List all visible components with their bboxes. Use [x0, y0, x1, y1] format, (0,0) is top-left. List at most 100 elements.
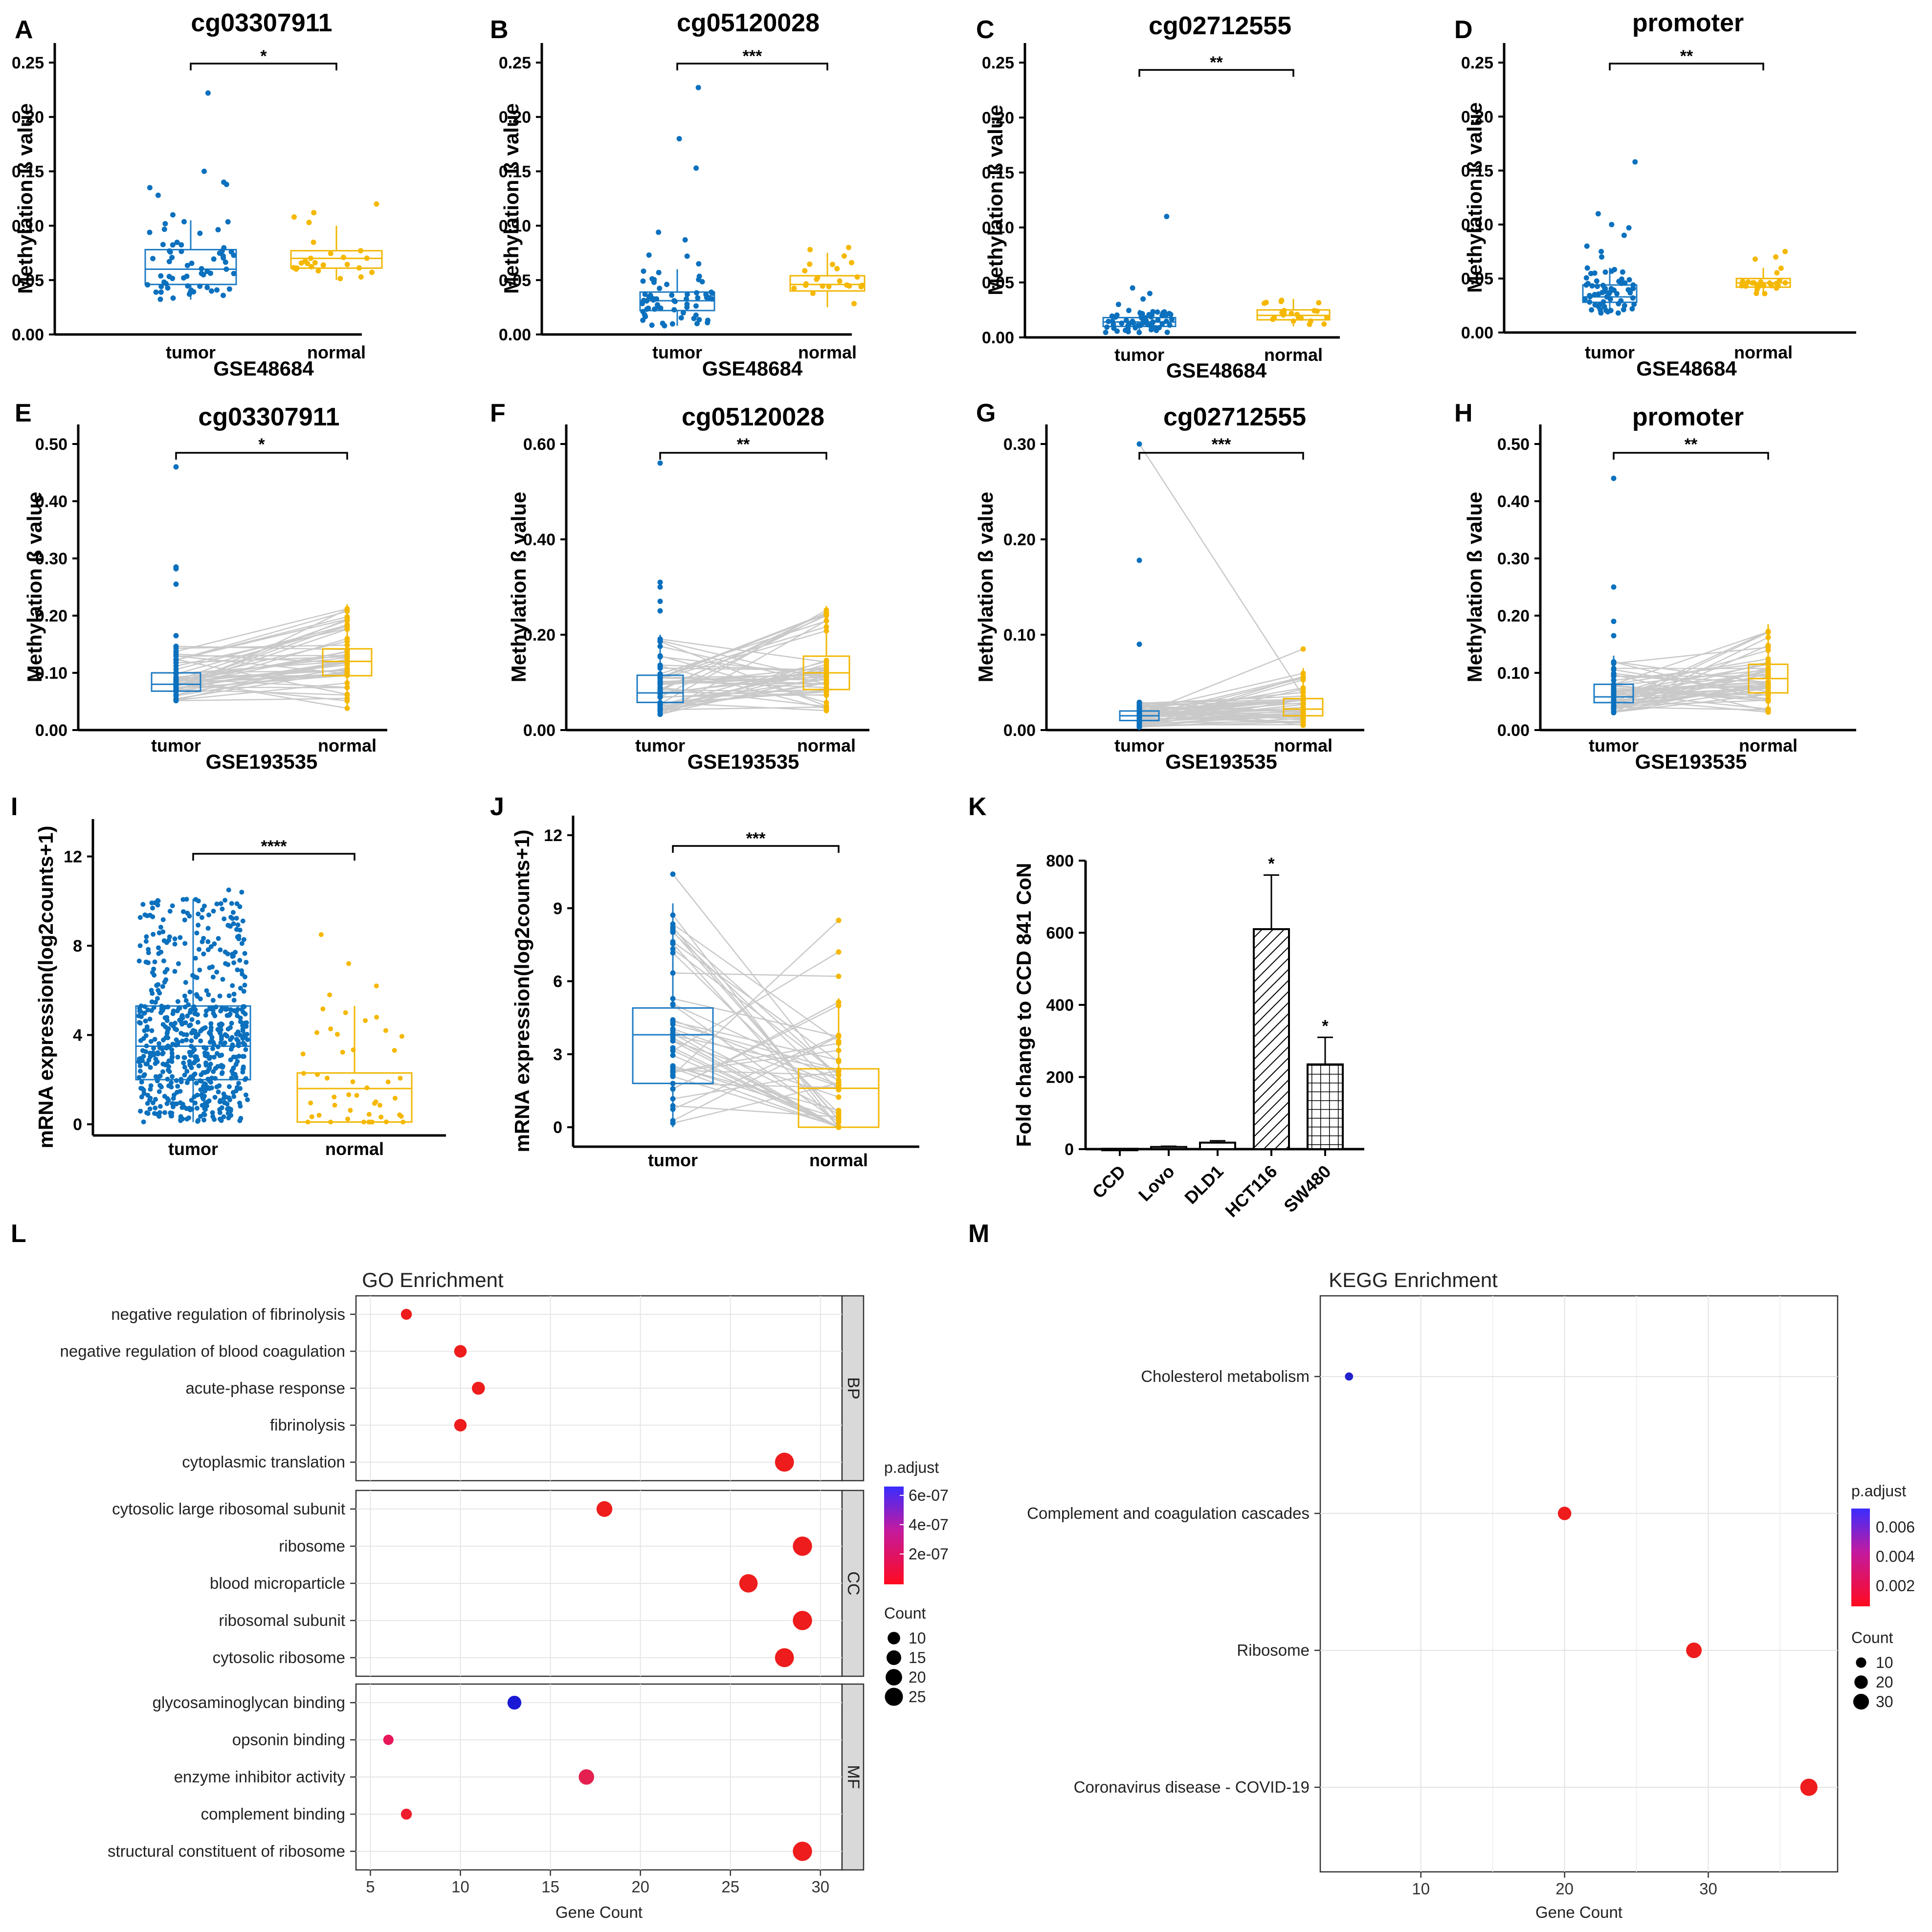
paired-line	[176, 623, 348, 686]
data-point	[344, 636, 350, 642]
data-point	[230, 983, 235, 988]
data-point	[820, 283, 825, 289]
data-point	[188, 1007, 193, 1013]
data-point	[378, 1114, 384, 1120]
paired-line	[176, 610, 348, 661]
data-point	[1599, 248, 1604, 254]
paired-line	[660, 620, 827, 675]
data-point	[1758, 279, 1764, 285]
data-point	[1139, 315, 1145, 321]
paired-line	[672, 923, 839, 1042]
term-label: Ribosome	[1237, 1641, 1310, 1659]
data-point	[178, 242, 184, 248]
data-point	[160, 1051, 165, 1057]
data-point	[398, 1075, 403, 1081]
paired-line	[1139, 698, 1304, 704]
data-point	[836, 1068, 842, 1074]
data-point	[669, 321, 675, 327]
y-axis-label: Methylation ß value	[14, 103, 37, 294]
panel-letter-H: H	[1454, 399, 1473, 427]
data-point	[173, 644, 179, 649]
data-point	[178, 1100, 183, 1106]
data-point	[138, 1003, 144, 1009]
data-point	[239, 941, 244, 946]
data-point	[235, 1038, 241, 1044]
data-point	[1611, 666, 1617, 671]
y-tick-label: 0.00	[35, 721, 67, 740]
data-point	[657, 579, 663, 585]
data-point	[298, 260, 304, 266]
y-tick-label: 0.30	[1003, 435, 1036, 454]
y-tick-label: 0.40	[1497, 492, 1530, 511]
data-point	[657, 674, 663, 680]
data-point	[165, 285, 171, 291]
data-point	[212, 941, 217, 947]
data-point	[311, 240, 316, 245]
data-point	[851, 301, 857, 307]
significance-bracket	[1138, 452, 1304, 460]
bar-HCT116	[1253, 928, 1290, 1150]
box-normal	[296, 1072, 413, 1123]
paired-line	[176, 656, 348, 664]
y-tick-label: 0.10	[35, 664, 67, 683]
data-point	[1599, 289, 1605, 295]
term-dot	[775, 1452, 794, 1472]
data-point	[200, 939, 205, 944]
paired-line	[660, 702, 827, 711]
data-point	[147, 1017, 153, 1022]
data-point	[239, 968, 244, 974]
data-point	[1169, 316, 1175, 322]
data-point	[172, 941, 178, 947]
data-point	[1622, 280, 1628, 286]
data-point	[1311, 308, 1317, 313]
data-point	[167, 909, 173, 914]
data-point	[1611, 633, 1617, 639]
data-point	[1148, 327, 1154, 333]
x-category-label: normal	[318, 735, 377, 755]
data-point	[178, 248, 184, 254]
y-tick-label: 8	[73, 937, 82, 955]
y-tick-label: 0.50	[35, 435, 67, 454]
data-point	[156, 1041, 162, 1046]
data-point	[657, 680, 663, 686]
data-point	[206, 1098, 212, 1104]
data-point	[205, 947, 211, 953]
paired-line	[176, 667, 348, 697]
data-point	[837, 278, 843, 284]
data-point	[208, 1054, 213, 1060]
paired-line	[1613, 669, 1769, 710]
data-point	[858, 284, 864, 290]
data-point	[657, 286, 663, 291]
x-axis-label: GSE48684	[213, 357, 314, 380]
x-category-label: DLD1	[1180, 1161, 1227, 1208]
data-point	[231, 998, 237, 1003]
data-point	[169, 1055, 175, 1061]
data-point	[236, 1042, 241, 1047]
data-point	[169, 1113, 175, 1119]
data-point	[185, 283, 191, 289]
data-point	[219, 1105, 224, 1110]
data-point	[205, 926, 211, 931]
data-point	[187, 1106, 192, 1111]
panel-title: cg03307911	[198, 403, 339, 431]
significance-label: ****	[261, 837, 288, 856]
data-point	[199, 915, 204, 920]
data-point	[207, 270, 213, 276]
significance-bracket	[659, 452, 827, 460]
data-point	[325, 1075, 330, 1081]
data-point	[228, 1108, 233, 1113]
data-point	[823, 607, 829, 613]
y-tick-label: 0.20	[982, 109, 1014, 127]
data-point	[176, 1040, 181, 1045]
data-point	[156, 1089, 162, 1094]
data-point	[165, 1043, 171, 1048]
panel-title: cg02712555	[1163, 403, 1306, 431]
paired-line	[660, 609, 827, 705]
panel-letter-C: C	[976, 16, 995, 44]
data-point	[173, 657, 179, 663]
x-category-label: HCT116	[1221, 1161, 1281, 1221]
data-point	[242, 974, 247, 979]
term-label: ribosome	[279, 1537, 345, 1555]
data-point	[186, 1115, 192, 1120]
term-label: blood microparticle	[210, 1574, 345, 1592]
